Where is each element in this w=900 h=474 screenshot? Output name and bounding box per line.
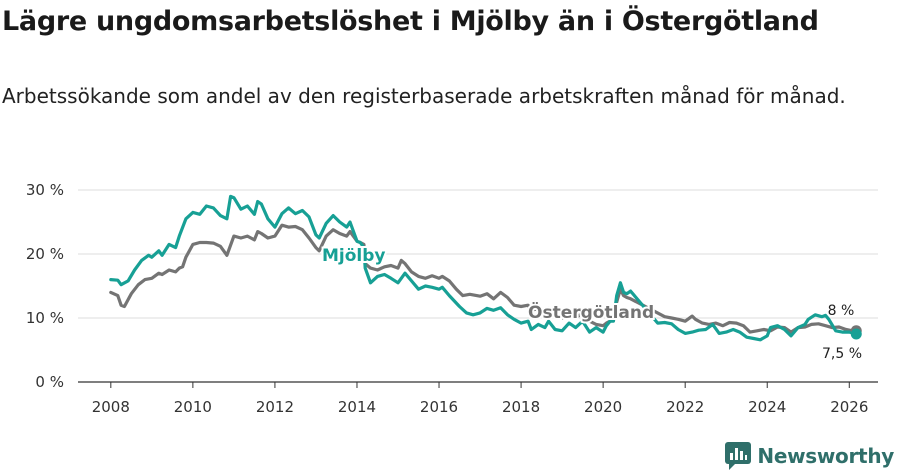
x-axis: 2008 2010 2012 2014 2016 2018 2020 2022 2024 2026: [78, 381, 878, 416]
end-value-mjolby: 7,5 %: [822, 346, 862, 362]
newsworthy-logo: Newsworthy: [725, 442, 894, 470]
series-labels: Mjölby Östergötland 7,5 % 8 %: [320, 244, 862, 362]
y-tick-label: 20 %: [26, 245, 64, 263]
y-tick-label: 30 %: [26, 181, 64, 199]
x-tick-label: 2016: [420, 398, 458, 416]
x-tick-label: 2014: [338, 398, 376, 416]
x-tick-label: 2018: [502, 398, 540, 416]
series-label-mjolby: Mjölby: [322, 246, 386, 266]
x-tick-label: 2024: [748, 398, 786, 416]
y-tick-label: 0 %: [35, 373, 64, 391]
series-line-mjolby: [109, 194, 858, 342]
series-lines: [109, 194, 862, 342]
series-label-ostergotland: Östergötland: [528, 301, 654, 323]
chart-subtitle: Arbetssökande som andel av den registerb…: [2, 84, 846, 108]
y-tick-label: 10 %: [26, 309, 64, 327]
chart-title: Lägre ungdomsarbetslöshet i Mjölby än i …: [2, 6, 819, 37]
x-tick-label: 2022: [666, 398, 704, 416]
end-value-ostergotland: 8 %: [828, 303, 855, 319]
x-tick-label: 2012: [256, 398, 294, 416]
x-tick-label: 2026: [830, 398, 868, 416]
gridlines: 0 % 10 % 20 % 30 %: [26, 181, 878, 391]
end-point-mjolby: [850, 328, 862, 340]
brand-name: Newsworthy: [757, 444, 894, 468]
newsworthy-icon: [725, 442, 752, 470]
x-tick-label: 2008: [92, 398, 130, 416]
series-line-ostergotland: [109, 223, 858, 334]
x-tick-label: 2010: [174, 398, 212, 416]
x-tick-label: 2020: [584, 398, 622, 416]
